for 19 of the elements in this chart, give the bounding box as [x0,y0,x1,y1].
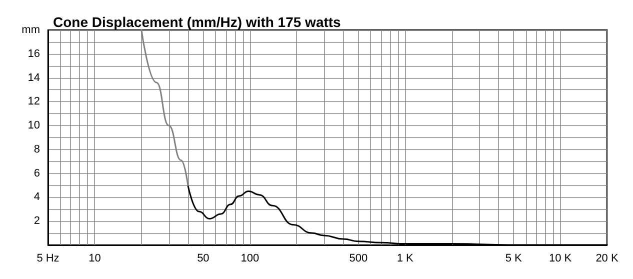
y-tick-label: 2 [34,215,40,228]
y-tick-label: 8 [34,143,40,156]
x-tick-label: 100 [240,252,260,264]
x-tick-label: 5 K [505,252,522,264]
y-tick-label: mm [22,24,40,36]
y-tick-label: 10 [28,120,40,132]
chart-title: Cone Displacement (mm/Hz) with 175 watts [53,14,342,30]
y-tick-label: 12 [28,96,40,108]
y-tick-label: 6 [34,167,40,180]
x-tick-label: 500 [349,252,368,264]
y-tick-label: 16 [28,48,40,60]
x-tick-label: 10 K [548,252,572,264]
x-tick-label: 10 [88,252,101,264]
x-tick-label: 20 K [596,252,619,264]
x-tick-label: 1 K [396,252,414,264]
y-tick-label: 14 [28,72,40,84]
x-tick-label: 5 Hz [36,252,60,264]
y-tick-label: 4 [34,191,40,204]
x-tick-label: 50 [197,252,210,264]
